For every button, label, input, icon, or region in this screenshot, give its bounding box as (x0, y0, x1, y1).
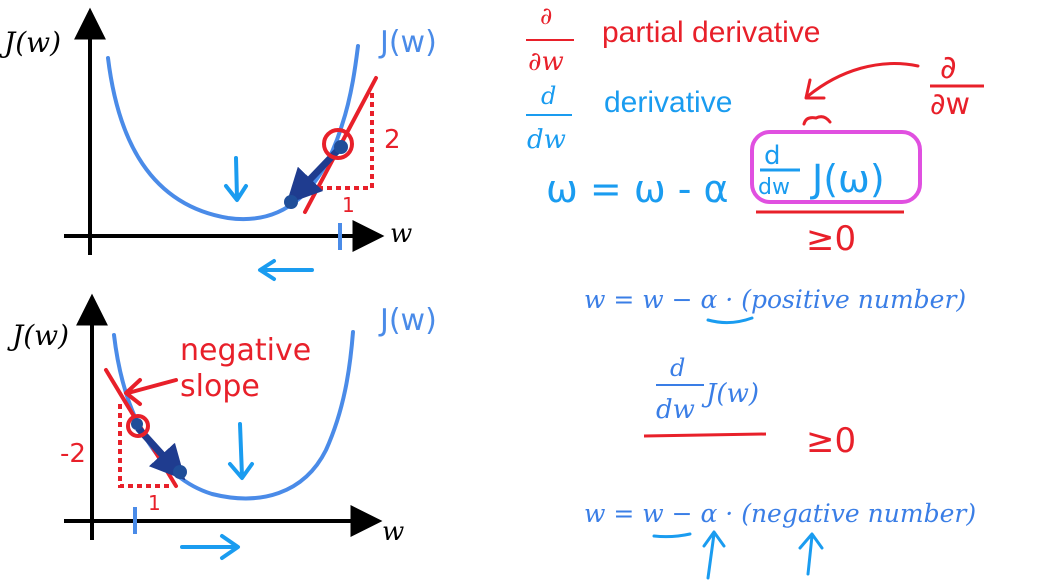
mid-deriv-numerator: d (670, 354, 685, 382)
top-point-circle (322, 128, 354, 160)
top-cost-curve (106, 44, 360, 222)
top-run-label: 1 (342, 193, 355, 217)
alpha-underline (706, 316, 754, 325)
hand-partial-numerator: ∂ (940, 48, 957, 86)
update-cost-term: J(ω) (810, 157, 885, 201)
top-left-arrow-icon (258, 259, 314, 281)
bottom-point-circle (126, 414, 150, 438)
top-y-axis-label: J(w) (0, 26, 61, 59)
notes-panel: ∂ ∂w partial derivative d dw derivative … (526, 2, 984, 580)
negative-slope-note-line1: negative (180, 333, 311, 368)
top-new-point-dot (284, 195, 298, 209)
up-arrow-negative-icon (798, 532, 824, 576)
update-rule-lhs: ω = ω - α (546, 167, 729, 211)
update-deriv-numerator: d (764, 141, 781, 171)
top-curve-label: J(w) (378, 25, 437, 60)
mid-deriv-cost: J(w) (701, 379, 759, 409)
pointer-arrow-icon (804, 62, 920, 100)
derivative-brace (802, 115, 832, 126)
bottom-rise-label: -2 (60, 439, 86, 469)
formula-positive: w = w − α · (positive number) (584, 285, 966, 314)
negative-slope-note-line2: slope (180, 369, 260, 404)
bottom-slope-triangle (118, 404, 170, 488)
negative-slope-pointer-arrow-icon (124, 378, 178, 406)
partial-derivative-label: partial derivative (602, 16, 820, 49)
deriv-symbol-numerator: d (541, 82, 556, 110)
bottom-curve-label: J(w) (378, 303, 437, 338)
top-slope-triangle (318, 90, 374, 190)
derivative-highlight-box (750, 130, 922, 204)
formula-negative: w = w − α · (negative number) (584, 499, 976, 528)
top-rise-label: 2 (384, 125, 401, 155)
w-underline (652, 532, 692, 539)
bottom-x-axis-label: w (382, 517, 404, 547)
mid-deriv-denominator: dw (656, 395, 695, 425)
geq-zero-bottom: ≥0 (806, 421, 856, 461)
up-arrow-alpha-icon (702, 530, 726, 580)
mid-underline (643, 432, 767, 438)
derivative-label: derivative (604, 86, 732, 119)
bottom-point-dot (131, 418, 143, 430)
deriv-symbol-denominator: dw (527, 125, 566, 155)
bottom-right-arrow-icon (180, 534, 240, 560)
bottom-y-axis-label: J(w) (7, 319, 69, 352)
update-deriv-denominator: dw (758, 175, 790, 200)
top-down-arrow-icon (224, 156, 248, 202)
hand-partial-denominator: ∂w (930, 87, 970, 122)
partial-symbol-denominator: ∂w (528, 47, 564, 77)
top-graph: J(w) w J(w) 2 1 (0, 7, 437, 281)
top-point-dot (334, 140, 348, 154)
geq-zero-top: ≥0 (806, 219, 856, 259)
bottom-graph: J(w) w J(w) -2 1 negative slope (7, 293, 437, 560)
bottom-down-arrow-icon (228, 422, 254, 480)
top-x-axis-label: w (390, 219, 412, 249)
partial-symbol-numerator: ∂ (540, 2, 552, 30)
bottom-new-point-dot (173, 465, 187, 479)
bottom-run-label: 1 (148, 491, 161, 515)
